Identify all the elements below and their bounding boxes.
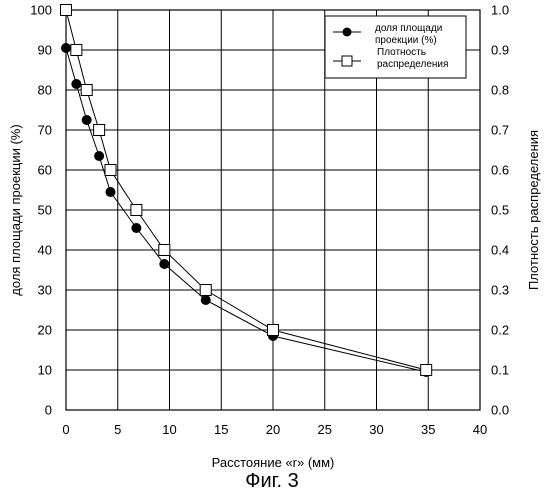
x-tick-label: 40 <box>473 422 487 437</box>
x-tick-label: 25 <box>318 422 332 437</box>
data-point-density <box>81 85 92 96</box>
data-point-density <box>200 285 211 296</box>
y-left-tick-label: 30 <box>38 283 52 298</box>
y-left-tick-label: 40 <box>38 243 52 258</box>
legend-label-density-1: Плотность <box>377 47 426 58</box>
y-left-tick-label: 50 <box>38 203 52 218</box>
y-right-tick-label: 0.4 <box>491 243 509 258</box>
data-point-density <box>71 45 82 56</box>
data-point-area <box>159 259 169 269</box>
legend-label-area-2: проекции (%) <box>375 35 437 46</box>
data-point-density <box>105 165 116 176</box>
y-axis-right-title: Плотность распределения <box>526 130 541 290</box>
legend-marker-density <box>342 56 352 66</box>
y-right-tick-label: 0.9 <box>491 43 509 58</box>
chart: 0 5 10 15 20 25 30 35 40 0 10 20 30 40 50 60 70 80 90 100 0.… <box>0 0 544 470</box>
x-tick-label: 35 <box>421 422 435 437</box>
data-point-area <box>71 79 81 89</box>
y-left-tick-label: 10 <box>38 363 52 378</box>
y-right-tick-label: 1.0 <box>491 3 509 18</box>
legend: доля площади проекции (%) Плотность расп… <box>325 16 466 78</box>
legend-label-area-1: доля площади <box>375 23 442 34</box>
x-tick-label: 0 <box>62 422 69 437</box>
x-tick-label: 20 <box>266 422 280 437</box>
y-right-tick-label: 0.3 <box>491 283 509 298</box>
y-axis-left-title: доля площади проекции (%) <box>8 124 23 295</box>
y-right-tick-label: 0.6 <box>491 163 509 178</box>
y-left-tick-label: 20 <box>38 323 52 338</box>
y-left-tick-label: 100 <box>30 3 52 18</box>
x-tick-label: 15 <box>214 422 228 437</box>
y-left-tick-label: 70 <box>38 123 52 138</box>
y-left-tick-label: 80 <box>38 83 52 98</box>
y-right-tick-label: 0.5 <box>491 203 509 218</box>
x-tick-label: 10 <box>162 422 176 437</box>
x-tick-label: 30 <box>369 422 383 437</box>
y-right-tick-label: 0.1 <box>491 363 509 378</box>
data-point-density <box>131 205 142 216</box>
data-point-area <box>106 187 116 197</box>
y-left-tick-label: 0 <box>45 403 52 418</box>
y-right-tick-label: 0.7 <box>491 123 509 138</box>
legend-marker-area <box>343 28 352 37</box>
y-right-tick-label: 0.8 <box>491 83 509 98</box>
data-point-density <box>94 125 105 136</box>
y-left-tick-label: 60 <box>38 163 52 178</box>
data-point-density <box>159 245 170 256</box>
data-point-area <box>131 223 141 233</box>
data-point-area <box>61 43 71 53</box>
data-point-area <box>94 151 104 161</box>
data-point-density <box>61 5 72 16</box>
y-right-tick-label: 0.0 <box>491 403 509 418</box>
y-right-tick-label: 0.2 <box>491 323 509 338</box>
data-point-area <box>201 295 211 305</box>
data-point-area <box>82 115 92 125</box>
legend-label-density-2: распределения <box>377 59 448 70</box>
y-left-tick-label: 90 <box>38 43 52 58</box>
data-point-density <box>421 365 432 376</box>
figure-caption: Фиг. 3 <box>0 470 544 493</box>
x-axis-title: Расстояние «r» (мм) <box>212 455 335 470</box>
data-point-density <box>268 325 279 336</box>
x-tick-label: 5 <box>114 422 121 437</box>
